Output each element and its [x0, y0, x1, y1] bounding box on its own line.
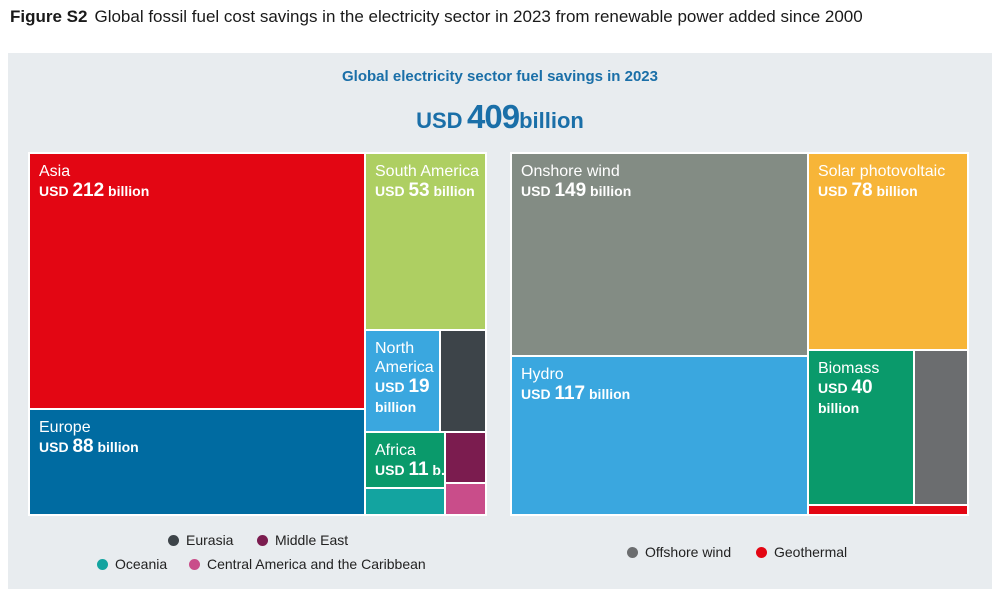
legend-swatch	[189, 559, 200, 570]
chart-subtitle: Global electricity sector fuel savings i…	[342, 68, 658, 85]
figure-title: Figure S2 Global fossil fuel cost savings…	[10, 7, 863, 27]
tile-value: USD 212 billion	[39, 180, 149, 201]
tile-value: USD 117 billion	[521, 383, 630, 404]
tile-middle-east	[444, 431, 487, 484]
tile-eurasia	[439, 329, 487, 433]
legend-swatch	[627, 547, 638, 558]
tile-value: USD 11 b.	[375, 459, 445, 480]
tile-offshore-wind	[913, 349, 969, 506]
tile-label: Europe	[39, 419, 91, 436]
legend-label: Eurasia	[186, 532, 234, 548]
tile-geothermal	[807, 504, 969, 516]
legend-item-oceania: Oceania	[97, 556, 167, 572]
tile-south-america	[364, 152, 487, 331]
legend-label: Offshore wind	[645, 544, 732, 560]
tile-biomass	[807, 349, 915, 506]
tile-label: South America	[375, 163, 479, 180]
tile-africa	[364, 431, 446, 489]
legend-label: Central America and the Caribbean	[207, 556, 426, 572]
tile-europe	[28, 408, 366, 516]
tile-label: Asia	[39, 163, 70, 180]
legend-label: Middle East	[275, 532, 349, 548]
tile-label: Solar photovoltaic	[818, 163, 945, 180]
legend-swatch	[97, 559, 108, 570]
tile-central-america-and-the-caribbean	[444, 482, 487, 516]
legend-item-eurasia: Eurasia	[168, 532, 233, 548]
legend-swatch	[257, 535, 268, 546]
legend-label: Oceania	[115, 556, 168, 572]
tile-value-unit: billion	[375, 399, 416, 415]
tile-oceania	[364, 487, 446, 516]
legend-item-central-america: Central America and the Caribbean	[189, 556, 426, 572]
total-currency: USD	[416, 108, 463, 133]
legend-item-geothermal: Geothermal	[756, 544, 847, 560]
tile-label: Onshore wind	[521, 163, 620, 180]
total-savings: USD 409billion	[0, 98, 1000, 136]
tile-value: USD 78 billion	[818, 180, 918, 201]
tile-value: USD 53 billion	[375, 180, 475, 201]
total-value: 409	[467, 98, 520, 135]
tile-value: USD 88 billion	[39, 436, 139, 457]
total-unit: billion	[519, 108, 584, 133]
tile-value: USD 19	[375, 376, 430, 397]
legend-item-offshore-wind: Offshore wind	[627, 544, 731, 560]
tile-solar-photovoltaic	[807, 152, 969, 351]
tile-label: North	[375, 340, 414, 357]
figure-label: Figure S2	[10, 7, 88, 26]
tile-value: USD 149 billion	[521, 180, 631, 201]
tile-label: Africa	[375, 442, 416, 459]
tile-label: Hydro	[521, 366, 564, 383]
legend-label: Geothermal	[774, 544, 848, 560]
tile-value-unit: billion	[818, 400, 859, 416]
figure-caption: Global fossil fuel cost savings in the e…	[94, 7, 863, 26]
legend-swatch	[756, 547, 767, 558]
legend-item-middle-east: Middle East	[257, 532, 348, 548]
legend-swatch	[168, 535, 179, 546]
tile-label: Biomass	[818, 360, 879, 377]
tile-asia	[28, 152, 366, 410]
tile-hydro	[510, 355, 809, 516]
tile-value: USD 40	[818, 377, 873, 398]
tile-label: America	[375, 359, 434, 376]
